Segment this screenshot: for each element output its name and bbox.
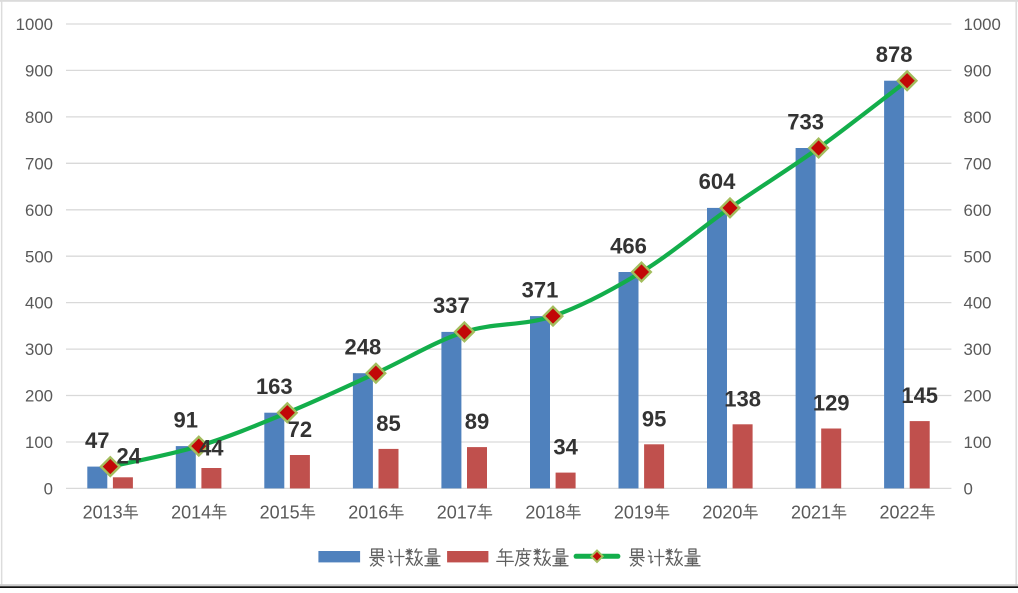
svg-text:878: 878 bbox=[876, 42, 913, 67]
svg-text:1000: 1000 bbox=[964, 15, 1001, 34]
svg-text:200: 200 bbox=[964, 387, 992, 406]
svg-text:100: 100 bbox=[964, 433, 992, 452]
svg-text:500: 500 bbox=[25, 247, 53, 266]
svg-text:371: 371 bbox=[522, 277, 559, 302]
svg-text:2018: 2018 bbox=[525, 503, 565, 523]
svg-text:2021: 2021 bbox=[791, 503, 831, 523]
svg-text:129: 129 bbox=[813, 391, 850, 416]
svg-text:2017: 2017 bbox=[437, 503, 477, 523]
svg-text:100: 100 bbox=[25, 433, 53, 452]
svg-text:0: 0 bbox=[964, 480, 973, 499]
svg-text:145: 145 bbox=[901, 383, 938, 408]
svg-text:800: 800 bbox=[964, 108, 992, 127]
svg-text:604: 604 bbox=[699, 169, 736, 194]
svg-text:1000: 1000 bbox=[16, 15, 53, 34]
svg-text:733: 733 bbox=[787, 109, 824, 134]
svg-text:337: 337 bbox=[433, 293, 470, 318]
svg-text:300: 300 bbox=[964, 340, 992, 359]
svg-text:24: 24 bbox=[116, 443, 141, 468]
svg-text:44: 44 bbox=[199, 436, 224, 461]
svg-text:900: 900 bbox=[964, 62, 992, 81]
svg-text:2020: 2020 bbox=[702, 503, 742, 523]
svg-text:34: 34 bbox=[553, 435, 578, 460]
svg-text:600: 600 bbox=[964, 201, 992, 220]
svg-text:2016: 2016 bbox=[348, 503, 388, 523]
svg-text:466: 466 bbox=[610, 233, 647, 258]
svg-text:72: 72 bbox=[288, 417, 312, 442]
svg-text:700: 700 bbox=[25, 154, 53, 173]
svg-text:89: 89 bbox=[465, 409, 489, 434]
svg-text:2022: 2022 bbox=[879, 503, 919, 523]
svg-text:2014: 2014 bbox=[171, 503, 211, 523]
svg-text:700: 700 bbox=[964, 154, 992, 173]
svg-text:91: 91 bbox=[174, 407, 198, 432]
svg-text:2015: 2015 bbox=[260, 503, 300, 523]
svg-text:248: 248 bbox=[345, 335, 382, 360]
svg-text:0: 0 bbox=[44, 480, 53, 499]
svg-text:138: 138 bbox=[724, 386, 761, 411]
svg-text:800: 800 bbox=[25, 108, 53, 127]
svg-text:47: 47 bbox=[85, 428, 109, 453]
svg-text:163: 163 bbox=[256, 374, 293, 399]
svg-text:300: 300 bbox=[25, 340, 53, 359]
svg-text:900: 900 bbox=[25, 62, 53, 81]
svg-text:85: 85 bbox=[376, 411, 400, 436]
svg-text:400: 400 bbox=[25, 294, 53, 313]
svg-text:95: 95 bbox=[642, 406, 666, 431]
svg-text:500: 500 bbox=[964, 247, 992, 266]
svg-text:400: 400 bbox=[964, 294, 992, 313]
svg-text:200: 200 bbox=[25, 387, 53, 406]
svg-text:2019: 2019 bbox=[614, 503, 654, 523]
svg-text:600: 600 bbox=[25, 201, 53, 220]
svg-text:2013: 2013 bbox=[83, 503, 123, 523]
